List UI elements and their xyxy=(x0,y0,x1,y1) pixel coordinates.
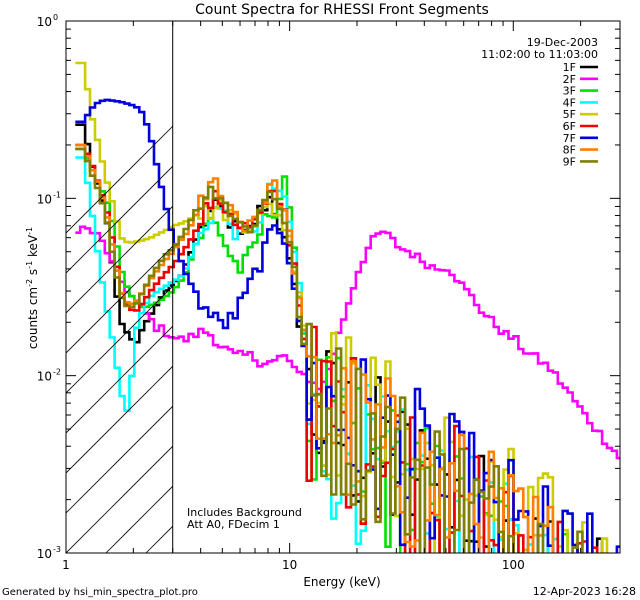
y-tick-exponent: -3 xyxy=(53,545,61,554)
y-tick-label: 10 xyxy=(37,15,52,29)
hatch-line xyxy=(66,445,173,553)
legend-label-8F: 8F xyxy=(563,144,576,157)
hatch-line xyxy=(546,21,640,553)
legend-label-9F: 9F xyxy=(563,155,576,168)
y-tick-label: 10 xyxy=(37,192,52,206)
attenuator-hatch-region xyxy=(66,21,640,553)
series-line-3F xyxy=(75,147,569,553)
plot-frame xyxy=(65,20,621,554)
hatch-line xyxy=(66,365,173,474)
footer-plot-date: 12-Apr-2023 16:28 xyxy=(533,585,636,598)
y-axis-label-exp3: -1 xyxy=(25,227,34,235)
annotation-background: Includes Background xyxy=(187,506,302,519)
footer-generated-by: Generated by hsi_min_spectra_plot.pro xyxy=(2,587,198,598)
y-axis-label-exp1: -2 xyxy=(25,279,34,287)
y-axis-label-exp2: -1 xyxy=(25,261,34,269)
y-tick-label: 10 xyxy=(37,370,52,384)
y-axis-label-part-b: s xyxy=(26,269,40,279)
legend-label-4F: 4F xyxy=(563,96,576,109)
legend-label-7F: 7F xyxy=(563,132,576,145)
y-tick-exponent: -1 xyxy=(53,190,61,199)
hatch-lines xyxy=(66,21,640,553)
legend-label-1F: 1F xyxy=(563,61,576,74)
series-layer xyxy=(75,61,620,553)
hatch-line xyxy=(226,21,640,553)
hatch-line xyxy=(66,205,173,314)
y-tick-exponent: 0 xyxy=(53,13,58,22)
y-axis-label-part-a: counts cm xyxy=(26,287,40,349)
y-axis-label-part-c: keV xyxy=(26,234,40,261)
legend-label-6F: 6F xyxy=(563,120,576,133)
hatch-line xyxy=(66,125,173,234)
series-line-2F xyxy=(75,225,620,460)
legend-label-3F: 3F xyxy=(563,85,576,98)
hatch-line xyxy=(66,165,173,274)
x-tick-label: 1 xyxy=(62,558,70,572)
x-tick-label: 10 xyxy=(282,558,297,572)
hatch-line xyxy=(66,285,173,394)
chart-title: Count Spectra for RHESSI Front Segments xyxy=(195,2,489,18)
x-axis-label: Energy (keV) xyxy=(303,575,380,589)
y-tick-exponent: -2 xyxy=(53,368,61,377)
x-tick-label: 100 xyxy=(502,558,525,572)
hatch-line xyxy=(66,245,173,354)
legend-label-2F: 2F xyxy=(563,73,576,86)
series-line-9F xyxy=(75,147,584,553)
hatch-line xyxy=(626,21,640,553)
series-line-5F xyxy=(75,61,609,553)
annotation-attenuator: Att A0, FDecim 1 xyxy=(187,518,280,531)
chart-date: 19-Dec-2003 xyxy=(527,36,598,49)
series-line-8F xyxy=(75,143,609,553)
y-tick-label: 10 xyxy=(37,547,52,561)
series-line-4F xyxy=(75,156,560,553)
series-line-6F xyxy=(75,143,599,553)
hatch-line xyxy=(466,21,640,553)
y-axis-label: counts cm-2 s-1 keV-1 xyxy=(25,227,40,349)
hatch-line xyxy=(586,21,640,553)
chart-time-range: 11:02:00 to 11:03:00 xyxy=(481,48,598,61)
hatch-line xyxy=(66,405,173,514)
legend-label-5F: 5F xyxy=(563,108,576,121)
